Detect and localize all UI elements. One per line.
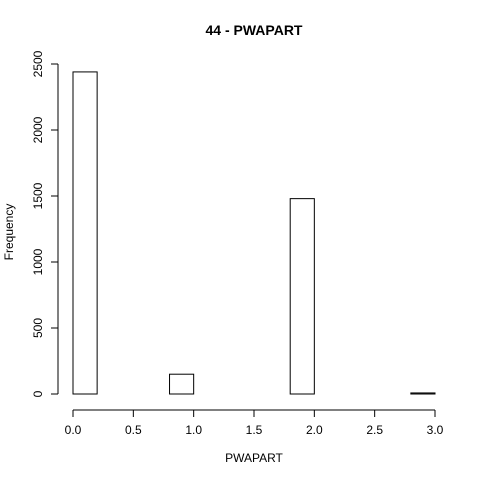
x-axis-label: PWAPART xyxy=(225,451,283,465)
histogram-bar xyxy=(169,373,195,395)
y-tick-label: 1500 xyxy=(31,182,45,209)
chart-title: 44 - PWAPART xyxy=(206,22,303,38)
x-tick-label: 3.0 xyxy=(427,423,444,437)
y-axis-label: Frequency xyxy=(2,204,16,261)
x-tick-label: 2.5 xyxy=(366,423,383,437)
x-tick-label: 2.0 xyxy=(306,423,323,437)
histogram-bar xyxy=(289,198,315,395)
y-tick-label: 2500 xyxy=(31,50,45,77)
x-tick-label: 0.0 xyxy=(65,423,82,437)
y-tick-label: 2000 xyxy=(31,116,45,143)
y-tick-label: 0 xyxy=(31,390,45,397)
y-tick-label: 1000 xyxy=(31,248,45,275)
x-tick-label: 1.5 xyxy=(246,423,263,437)
histogram-bar xyxy=(72,71,98,395)
x-axis: 0.0 0.5 1.0 1.5 2.0 2.5 3.0 xyxy=(65,409,444,437)
histogram-bar xyxy=(410,392,436,395)
x-tick-label: 0.5 xyxy=(125,423,142,437)
y-tick-label: 500 xyxy=(31,318,45,338)
y-axis: 0 500 1000 1500 2000 2500 xyxy=(31,50,59,397)
x-tick-label: 1.0 xyxy=(185,423,202,437)
histogram-bars xyxy=(72,71,436,395)
